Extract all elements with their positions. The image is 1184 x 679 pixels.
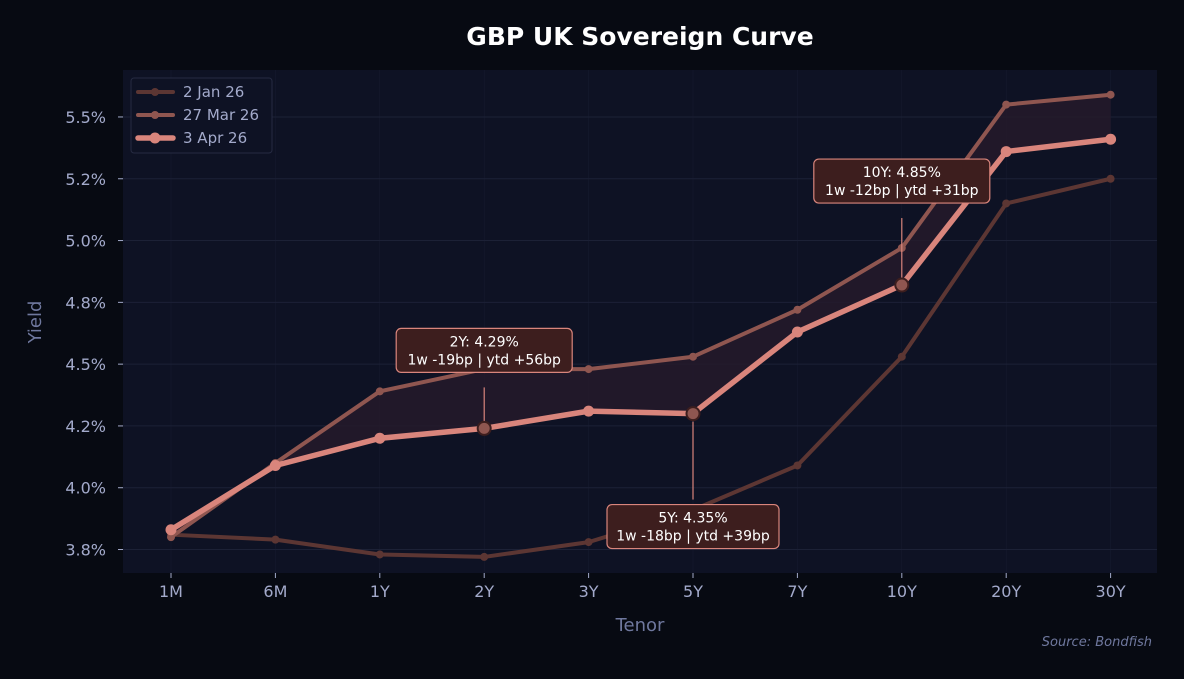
legend-box bbox=[130, 77, 273, 154]
x-tick-label: 2Y bbox=[474, 582, 494, 601]
annotation-label: 2Y: 4.29% bbox=[450, 334, 519, 350]
y-tick-label: 4.5% bbox=[65, 355, 106, 374]
data-point bbox=[269, 459, 281, 471]
data-point bbox=[480, 552, 489, 561]
data-point bbox=[1002, 100, 1011, 109]
x-tick-label: 1Y bbox=[370, 582, 390, 601]
y-tick-label: 4.2% bbox=[65, 417, 106, 436]
annotation-label: 5Y: 4.35% bbox=[658, 511, 727, 527]
data-point bbox=[897, 352, 906, 361]
x-tick-label: 6M bbox=[263, 582, 287, 601]
annotation-label: 10Y: 4.85% bbox=[863, 165, 941, 181]
data-point bbox=[271, 535, 280, 544]
data-point bbox=[1106, 90, 1115, 99]
y-tick-label: 4.8% bbox=[65, 293, 106, 312]
annotation-highlight-point bbox=[685, 406, 701, 422]
x-axis-label: Tenor bbox=[615, 615, 665, 636]
data-point bbox=[583, 405, 595, 417]
data-point bbox=[167, 533, 175, 542]
chart-title: GBP UK Sovereign Curve bbox=[466, 22, 813, 51]
y-axis-label: Yield bbox=[25, 301, 46, 345]
data-point bbox=[793, 461, 802, 470]
data-point bbox=[1002, 199, 1011, 208]
annotation-box bbox=[606, 503, 780, 550]
x-tick-label: 1M bbox=[159, 582, 183, 601]
data-point bbox=[375, 387, 384, 396]
y-tick-label: 5.5% bbox=[65, 108, 106, 127]
legend-label: 3 Apr 26 bbox=[183, 129, 247, 147]
data-point bbox=[791, 326, 803, 338]
data-point bbox=[1105, 133, 1117, 145]
data-point bbox=[689, 352, 697, 361]
annotation-highlight-point bbox=[476, 420, 492, 436]
legend-swatch-marker bbox=[149, 132, 161, 144]
series-line-3-apr-26 bbox=[168, 136, 1114, 533]
legend-swatch-marker bbox=[151, 88, 159, 96]
data-point bbox=[584, 365, 593, 374]
data-point bbox=[584, 538, 593, 547]
change-band bbox=[171, 94, 1111, 538]
annotation-detail: 1w -18bp | ytd +39bp bbox=[616, 529, 770, 545]
data-point bbox=[375, 550, 384, 559]
source-note: Source: Bondfish bbox=[1042, 635, 1152, 650]
legend-swatch-marker bbox=[151, 111, 159, 119]
data-point bbox=[1000, 146, 1012, 158]
annotation-detail: 1w -19bp | ytd +56bp bbox=[407, 352, 561, 368]
x-tick-label: 10Y bbox=[887, 582, 917, 601]
data-point bbox=[793, 305, 802, 314]
annotation-box bbox=[395, 327, 573, 374]
data-point bbox=[1106, 174, 1115, 183]
legend-label: 27 Mar 26 bbox=[183, 106, 259, 124]
legend-label: 2 Jan 26 bbox=[183, 83, 244, 101]
x-tick-label: 20Y bbox=[991, 582, 1021, 601]
x-tick-label: 30Y bbox=[1096, 582, 1126, 601]
annotation-highlight-point bbox=[894, 277, 910, 293]
x-tick-label: 7Y bbox=[787, 582, 807, 601]
annotation-detail: 1w -12bp | ytd +31bp bbox=[825, 183, 979, 199]
y-tick-label: 3.8% bbox=[65, 541, 106, 560]
x-tick-label: 5Y bbox=[683, 582, 703, 601]
y-tick-label: 4.0% bbox=[65, 479, 106, 498]
x-tick-label: 3Y bbox=[579, 582, 599, 601]
data-point bbox=[374, 432, 386, 444]
y-tick-label: 5.0% bbox=[65, 232, 106, 251]
y-tick-label: 5.2% bbox=[65, 170, 106, 189]
data-point bbox=[165, 524, 177, 536]
annotation-box bbox=[813, 158, 991, 204]
